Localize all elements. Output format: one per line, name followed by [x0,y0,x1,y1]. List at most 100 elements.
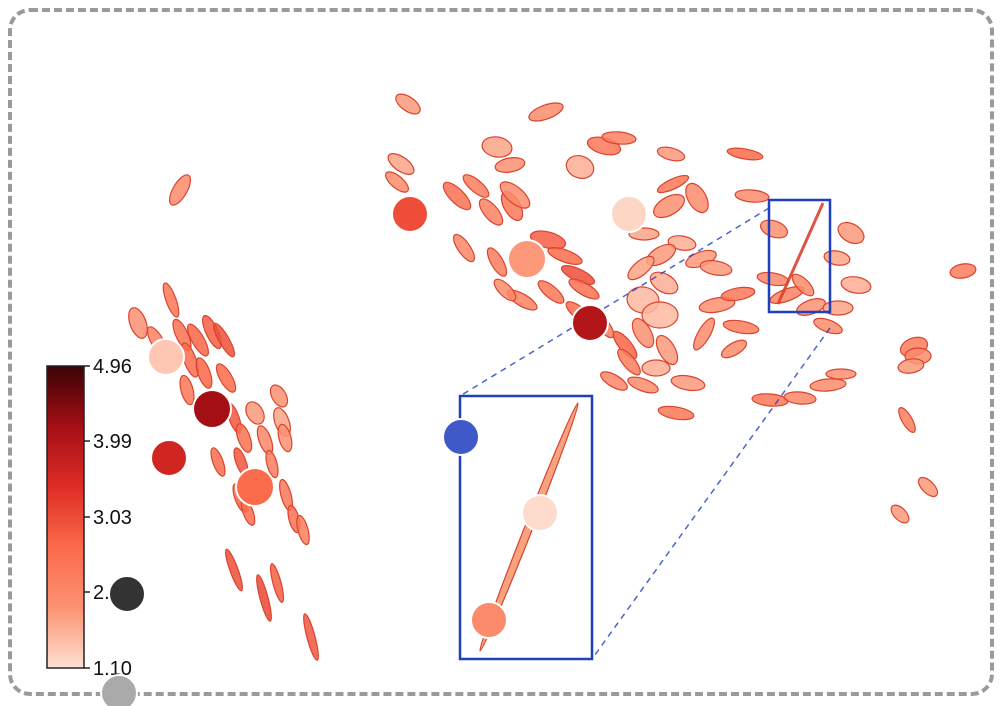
ellipse-glyph [698,296,736,314]
ellipse-glyph [565,155,595,179]
out-of-range-point [442,418,480,456]
ellipse-glyph [256,425,274,455]
ellipse-glyph [442,181,472,211]
ellipse-glyph [627,255,655,281]
ellipse-glyph [649,271,679,295]
ellipse-glyph [722,319,760,335]
ellipse-glyph [627,376,659,394]
ellipse-glyph [813,317,843,335]
zoom-connector [591,327,831,660]
ellipse-glyph [809,378,847,392]
ellipse-glyph [759,219,789,239]
ellipse-glyph [823,250,851,266]
ellipse-glyph [756,271,790,287]
data-point [235,467,275,507]
ellipse-glyph [265,449,279,479]
ellipse-glyph [245,401,265,425]
zoom-source-box [767,198,832,314]
colorbar-tick-label: 4.96 [93,356,132,378]
data-point [150,439,188,477]
ellipse-glyph [840,276,872,294]
out-of-range-point [100,674,138,706]
ellipse-glyph [395,93,421,115]
ellipse-glyph [269,384,289,408]
colorbar-tick-label: 3.99 [93,431,132,453]
data-point [147,338,185,376]
zoom-source-glyph [776,202,825,305]
data-point [470,601,508,639]
ellipse-glyph [656,146,686,162]
ellipse-glyph [162,282,180,318]
ellipse-glyph [462,174,490,198]
ellipse-glyph [528,102,564,122]
ellipse-glyph [195,357,213,389]
ellipse-glyph [600,371,628,391]
ellipse-glyph [128,307,148,339]
ellipse-glyph [224,548,244,592]
ellipse-glyph [303,613,319,661]
point-markers [147,195,648,639]
ellipse-glyph [499,181,531,209]
ellipse-glyph [568,278,600,300]
ellipse-glyph [452,233,476,263]
colorbar-tick-label: 3.03 [93,507,132,529]
ellipse-glyph [179,374,195,406]
ellipse-glyph [494,157,526,173]
ellipse-glyph [670,374,706,392]
ellipse-glyph [385,171,409,193]
zoom-connector [459,207,770,397]
ellipse-glyph [181,342,199,378]
ellipse-glyph [631,317,655,349]
ellipse-glyph [617,348,641,376]
ellipse-glyph [256,574,272,622]
ellipse-glyph [917,476,939,498]
ellipse-glyph [720,339,748,359]
data-point [507,239,547,279]
ellipse-glyph [537,280,565,304]
ellipse-glyph [215,363,237,393]
ellipse-glyph [726,147,764,161]
data-point [571,304,609,342]
ellipse-glyph [897,358,925,374]
zoom-inset [458,198,832,661]
ellipse-glyph [210,447,226,477]
ellipse-glyph [212,322,236,358]
ellipse-glyph [387,153,415,175]
data-point [192,389,232,429]
ellipse-glyph [825,368,857,380]
colorbar-bar [46,365,85,669]
ellipse-glyph [486,247,508,277]
ellipse-glyph [890,504,910,524]
ellipse-glyph [699,259,733,277]
out-of-range-point [108,575,146,613]
ellipse-glyph [949,263,977,279]
ellipse-glyph [693,317,715,351]
ellipse-glyph [269,563,285,603]
ellipse-glyph [168,174,192,206]
ellipse-glyph [296,514,310,546]
ellipse-glyph [656,174,690,194]
ellipse-glyph [657,405,695,421]
ellipse-glyph [493,278,517,302]
ellipse-glyph [235,423,253,453]
ellipse-glyph [655,334,679,366]
ellipse-glyph [547,247,583,265]
ellipse-glyph [187,323,209,357]
ellipse-glyph [481,136,513,158]
ellipse-glyph [734,189,770,203]
data-point [391,195,429,233]
colorbar: 4.96 3.99 3.03 2.06 1.10 [46,356,132,680]
ellipse-glyph [653,193,685,219]
ellipse-glyph [601,131,637,145]
ellipse-glyph [720,286,756,302]
out-of-range-markers [100,418,480,706]
ellipse-glyph [478,198,504,226]
ellipse-glyph [783,391,817,405]
ellipse-glyph [898,407,916,433]
chart-frame [8,8,994,696]
data-point [521,494,559,532]
ellipse-glyph [685,182,709,214]
ellipse-glyph [837,221,865,245]
ellipse-glyph [641,359,671,377]
